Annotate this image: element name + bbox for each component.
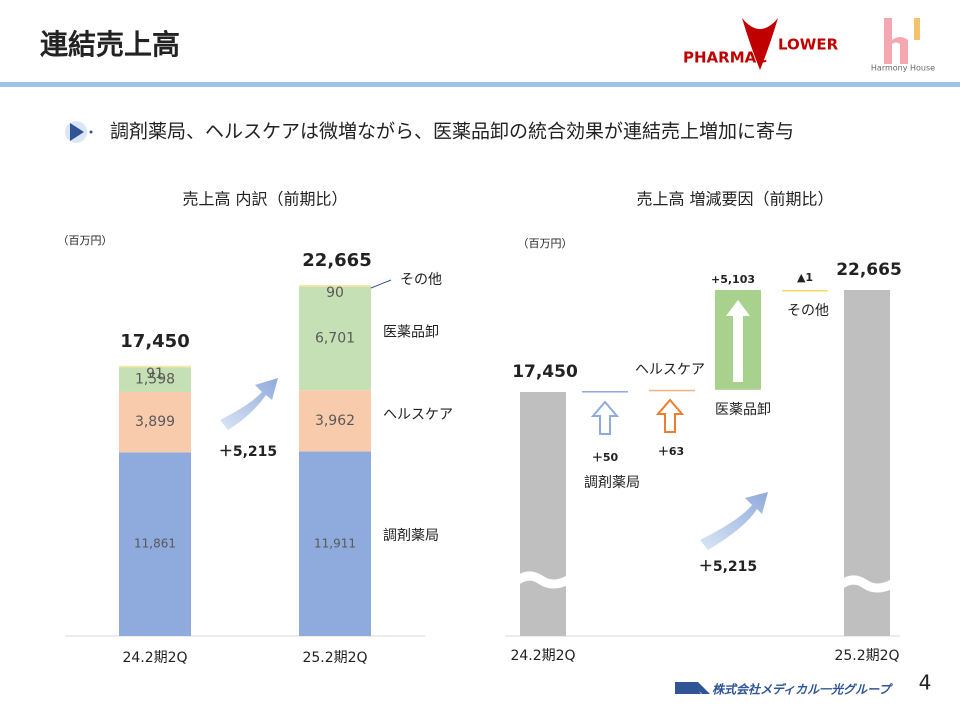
x-tick-label: 24.2期2Q — [122, 650, 187, 666]
step-name: その他 — [787, 303, 829, 319]
total-label: 17,450 — [120, 331, 189, 352]
logo-mark — [884, 18, 908, 64]
bar-segment — [119, 452, 191, 636]
step-value-label: ＋63 — [658, 445, 684, 458]
logo-text: PHARMAC — [683, 49, 767, 67]
bullet-text: 調剤薬局、ヘルスケアは微増ながら、医薬品卸の統合効果が連結売上増加に寄与 — [110, 121, 794, 143]
step-value-label: ＋50 — [592, 451, 619, 464]
footer-company: 株式会社メディカル一光グループ — [712, 683, 893, 697]
value-label: 90 — [326, 285, 344, 301]
bullet-icon — [70, 123, 84, 141]
value-label: 11,861 — [134, 537, 176, 551]
legend-label: その他 — [400, 272, 442, 288]
value-label: 11,911 — [314, 536, 356, 550]
bullet-icon — [89, 130, 93, 134]
total-label: 17,450 — [512, 362, 578, 382]
step-value-label: ▲1 — [797, 271, 813, 284]
value-label: 3,962 — [315, 413, 355, 429]
chart-title: 売上高 増減要因（前期比） — [636, 190, 833, 209]
x-tick-label: 25.2期2Q — [302, 650, 367, 666]
footer-logo — [675, 682, 710, 694]
legend-label: ヘルスケア — [383, 407, 453, 423]
total-label: 22,665 — [836, 260, 902, 280]
step-bar — [582, 391, 628, 393]
step-name: 調剤薬局 — [584, 475, 640, 491]
bar-segment — [119, 367, 191, 392]
total-bar — [520, 392, 566, 636]
x-tick-label: 25.2期2Q — [834, 648, 899, 664]
step-value-label: +5,103 — [711, 273, 755, 286]
page-number: 4 — [919, 671, 932, 695]
slide-title: 連結売上高 — [40, 28, 180, 61]
leader-line — [370, 279, 392, 289]
bar-segment — [119, 365, 191, 368]
x-tick-label: 24.2期2Q — [510, 648, 575, 664]
arrow-icon — [655, 398, 685, 433]
bar-segment — [299, 451, 371, 636]
logo-mark — [742, 18, 778, 70]
logo-mark — [914, 18, 920, 40]
value-label: 6,701 — [315, 330, 355, 346]
annotation-arrow — [700, 492, 768, 550]
step-name: 医薬品卸 — [715, 402, 771, 418]
step-bar — [649, 389, 695, 392]
value-label: 1,598 — [135, 372, 175, 388]
logo-text: Harmony House — [871, 64, 935, 73]
bar-segment — [299, 390, 371, 452]
value-label: 91 — [146, 366, 164, 382]
legend-label: 医薬品卸 — [383, 324, 439, 340]
axis-break — [515, 571, 571, 589]
value-label: 3,899 — [135, 414, 175, 430]
arrow-icon — [590, 400, 620, 435]
annotation: ＋5,215 — [699, 559, 757, 575]
arrow-icon — [726, 300, 750, 382]
unit-label: （百万円） — [518, 237, 573, 250]
axis-break — [839, 575, 895, 593]
step-name: ヘルスケア — [635, 362, 705, 378]
chart-title: 売上高 内訳（前期比） — [182, 190, 347, 209]
bar-segment — [299, 286, 371, 391]
annotation-arrow — [220, 378, 278, 430]
bar-segment — [299, 285, 371, 287]
step-bar — [782, 289, 828, 292]
unit-label: （百万円） — [58, 234, 113, 247]
annotation: ＋5,215 — [219, 444, 277, 460]
total-label: 22,665 — [302, 250, 371, 271]
bar-segment — [119, 391, 191, 453]
legend-label: 調剤薬局 — [383, 528, 439, 544]
logo-text: LOWER — [778, 36, 839, 54]
header-rule — [0, 82, 960, 87]
